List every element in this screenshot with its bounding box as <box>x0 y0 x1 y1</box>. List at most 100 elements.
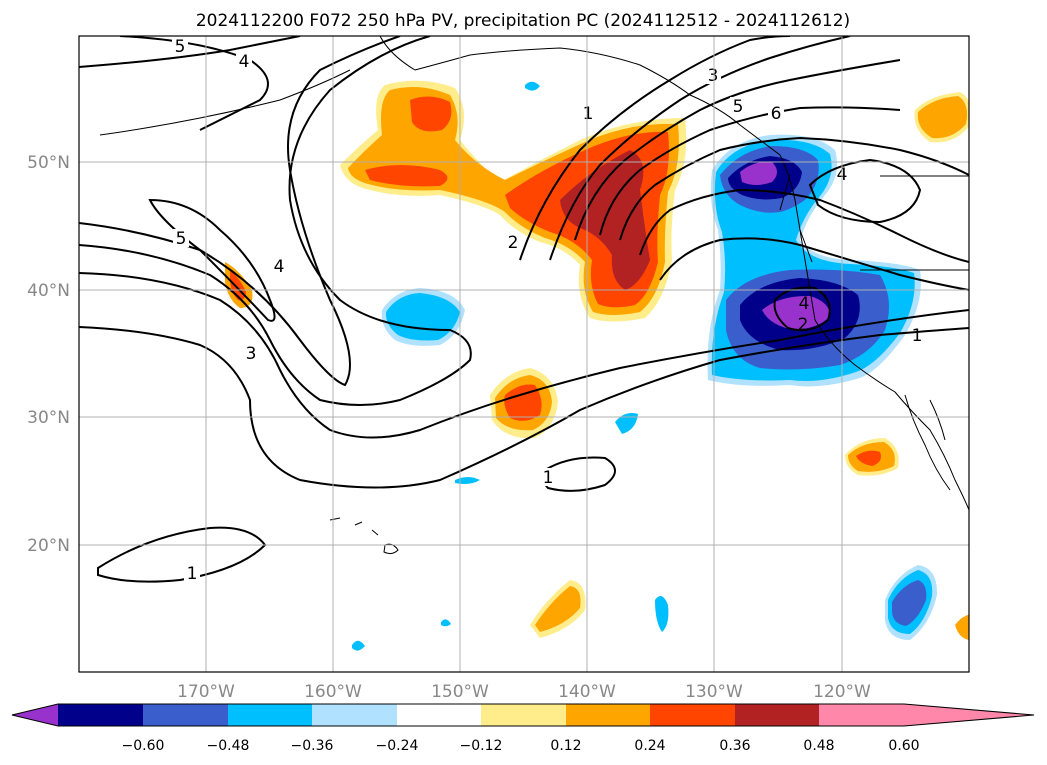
colorbar: −0.60 −0.48 −0.36 −0.24 −0.12 0.12 0.24 … <box>11 703 1035 754</box>
contour-label-bg <box>236 52 252 70</box>
contour-label-bg <box>505 233 521 251</box>
pv-contour-1-trough <box>519 36 791 261</box>
contour-label-bg <box>580 104 596 122</box>
map-frame <box>78 35 970 673</box>
contour-label: 1 <box>543 468 554 488</box>
colorbar-low-extension <box>12 704 58 726</box>
pv-contour-1-long <box>79 272 969 439</box>
lon-label: 150°W <box>431 682 489 702</box>
lon-label: 140°W <box>558 682 616 702</box>
contour-label: 5 <box>176 229 187 249</box>
precip-positive-areas <box>225 80 969 640</box>
colorbar-swatch <box>819 704 904 726</box>
colorbar-swatch <box>312 704 397 726</box>
map-panel: 5 4 5 4 3 1 2 3 5 6 4 4 <box>78 35 970 673</box>
lat-label: 20°N <box>27 536 70 556</box>
precip-core-west <box>365 165 448 187</box>
precip-region-southeast <box>955 614 969 640</box>
precip-region-south-core <box>535 586 581 632</box>
colorbar-swatch <box>650 704 735 726</box>
lon-label: 170°W <box>177 682 235 702</box>
contour-label-bg <box>730 97 746 115</box>
contour-label: 4 <box>799 294 810 314</box>
pv-contour-5-closed <box>148 198 276 322</box>
colorbar-tick-label: 0.60 <box>888 738 919 754</box>
colorbar-swatch <box>397 704 481 726</box>
pv-contour-5-trough <box>599 106 901 236</box>
latitude-labels: 50°N 40°N 30°N 20°N <box>27 153 70 556</box>
pv-contour-3-trough <box>574 59 901 241</box>
precip-core-north <box>410 96 452 132</box>
colorbar-swatch <box>735 704 819 726</box>
precip-neg-region-40n-core <box>385 293 460 341</box>
lat-label: 50°N <box>27 153 70 173</box>
colorbar-tick-label: 0.48 <box>803 738 834 754</box>
colorbar-tick-label: −0.36 <box>291 738 334 754</box>
precip-neg-small-south <box>655 596 669 632</box>
colorbar-tick-label: −0.48 <box>207 738 250 754</box>
lon-label: 160°W <box>304 682 362 702</box>
colorbar-tick-label: −0.24 <box>376 738 419 754</box>
contour-label-bg <box>540 468 556 486</box>
contour-label: 1 <box>912 326 923 346</box>
contour-label: 4 <box>274 257 285 277</box>
contour-label-bg <box>184 564 200 582</box>
contour-label: 3 <box>708 66 719 86</box>
colorbar-swatch <box>481 704 566 726</box>
precip-region-northeast-core <box>917 96 967 139</box>
pv-contour-2-trough <box>549 36 851 261</box>
precip-neg-region-south-blue <box>892 580 927 626</box>
lat-label: 40°N <box>27 281 70 301</box>
contour-label-bg <box>271 257 287 275</box>
longitude-labels: 170°W 160°W 150°W 140°W 130°W 120°W <box>177 682 871 702</box>
colorbar-swatch <box>228 704 312 726</box>
pv-contour-2-closed <box>773 286 831 332</box>
lat-label: 30°N <box>27 408 70 428</box>
precip-neg-small-southwest <box>352 640 365 651</box>
colorbar-swatch <box>58 704 143 726</box>
pv-contours <box>79 36 969 583</box>
colorbar-tick-label: 0.24 <box>634 738 665 754</box>
contour-label-bg <box>172 37 188 55</box>
lon-label: 130°W <box>685 682 743 702</box>
map-title: 2024112200 F072 250 hPa PV, precipitatio… <box>196 11 850 31</box>
pv-contour-4-closed-east <box>808 158 922 224</box>
precip-region-30n-core <box>504 384 542 421</box>
contour-label-bg <box>173 229 189 247</box>
colorbar-tick-label: 0.36 <box>719 738 750 754</box>
lon-label: 120°W <box>813 682 871 702</box>
contour-label: 1 <box>583 104 594 124</box>
pv-contour-trough-low <box>659 237 969 291</box>
contour-label: 2 <box>798 315 809 335</box>
precip-neg-small-hawaii-north <box>455 477 480 484</box>
pv-contour-2-west <box>79 36 472 406</box>
contour-label: 1 <box>187 564 198 584</box>
precip-neg-central-purple <box>762 295 830 330</box>
pv-contour-5-north <box>79 36 301 68</box>
colorbar-outline <box>11 703 1035 727</box>
colorbar-swatch <box>566 704 650 726</box>
pv-contour-1-south <box>79 326 969 489</box>
contour-label: 3 <box>246 344 257 364</box>
contour-label: 6 <box>771 104 782 124</box>
contour-label: 2 <box>508 233 519 253</box>
precip-region-baja-core <box>856 450 881 466</box>
colorbar-swatch <box>143 704 228 726</box>
colorbar-tick-label: −0.12 <box>460 738 503 754</box>
contour-label-bg <box>243 344 259 362</box>
baja-california <box>904 394 951 491</box>
pv-contour-labels: 5 4 5 4 3 1 2 3 5 6 4 4 <box>172 37 922 584</box>
precip-neg-small-south-hawaii <box>441 619 451 627</box>
hawaiian-islands <box>329 517 399 555</box>
pv-contour-trough-inner <box>639 188 969 263</box>
contour-label-bg <box>705 66 721 84</box>
pv-contour-6-trough <box>619 136 969 241</box>
colorbar-tick-label: −0.60 <box>122 738 165 754</box>
contour-label: 5 <box>733 97 744 117</box>
coastlines <box>99 36 969 555</box>
colorbar-high-extension <box>904 704 1034 726</box>
international-border <box>860 175 969 271</box>
aleutian-islands <box>99 69 351 136</box>
contour-label-bg <box>768 104 784 122</box>
contour-label: 4 <box>239 52 250 72</box>
